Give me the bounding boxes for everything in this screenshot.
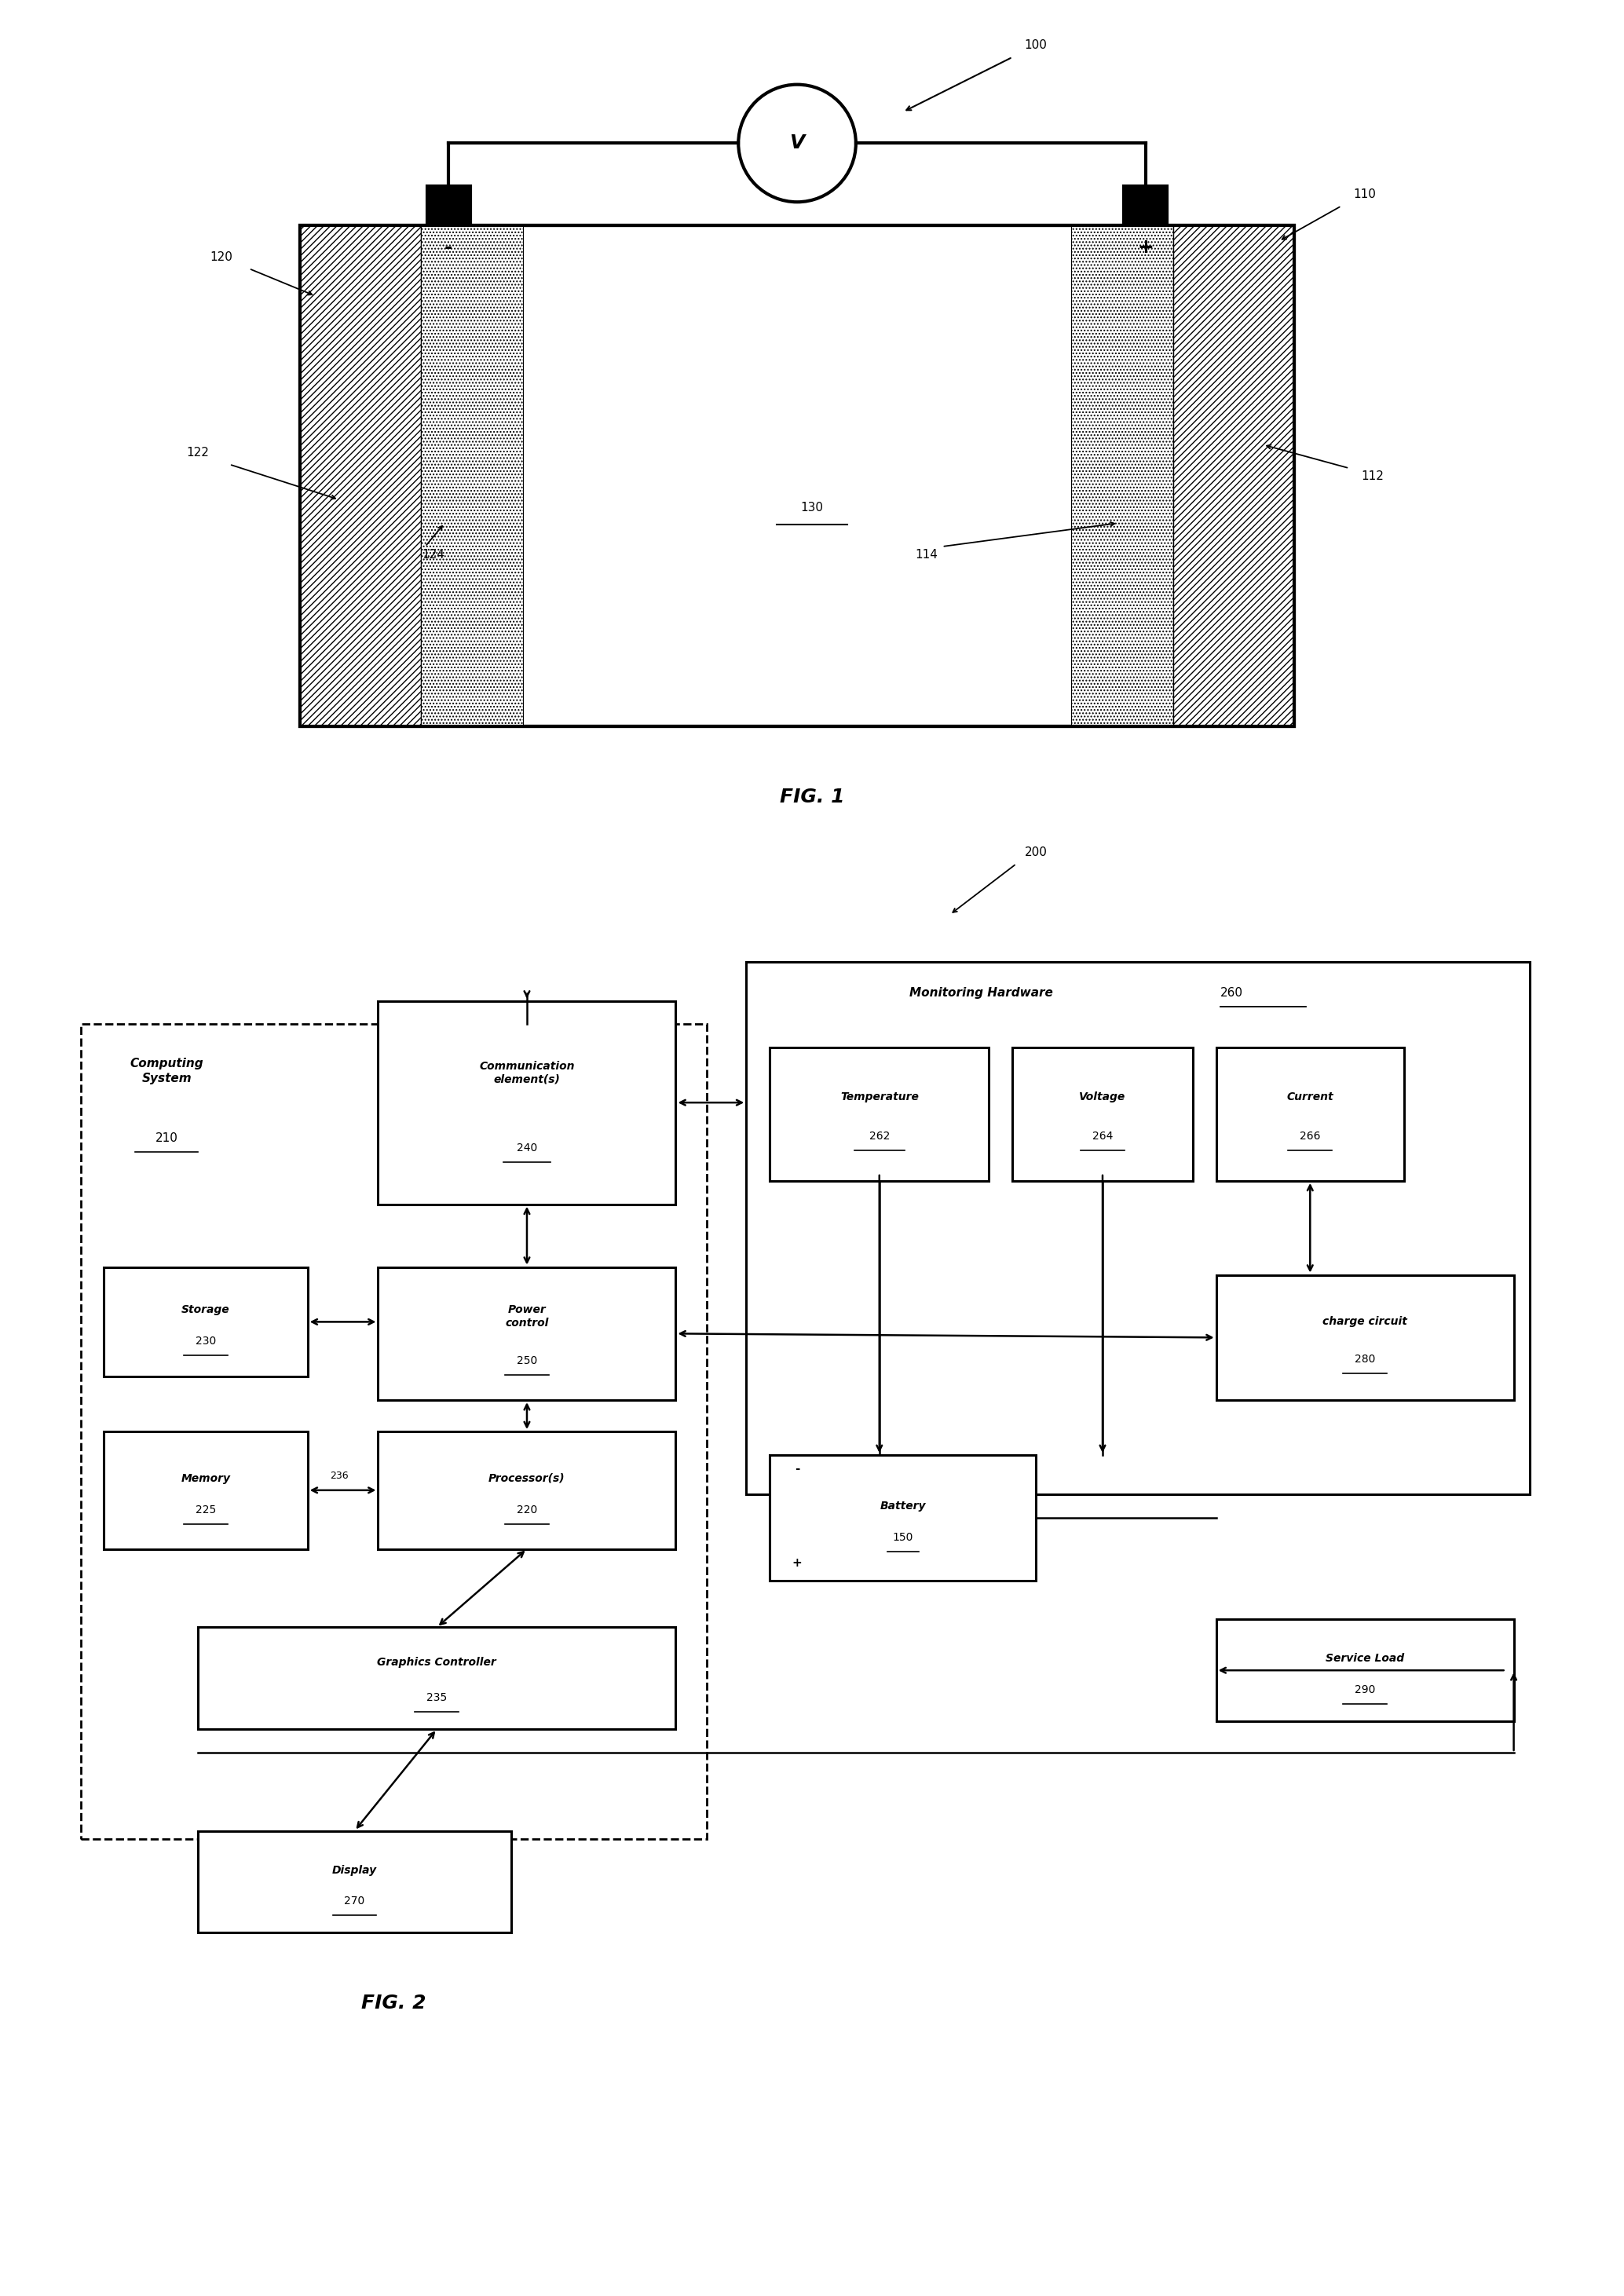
Text: 120: 120 [209,250,232,262]
Text: 260: 260 [1220,987,1242,999]
Text: V: V [789,133,806,154]
FancyBboxPatch shape [378,1430,676,1550]
Text: Temperature: Temperature [840,1091,919,1102]
Text: 130: 130 [801,501,823,514]
FancyBboxPatch shape [198,1628,676,1729]
Text: 124: 124 [422,549,445,560]
FancyBboxPatch shape [770,1047,989,1180]
Bar [300,225,1294,726]
Text: Monitoring Hardware: Monitoring Hardware [909,987,1052,999]
Text: FIG. 2: FIG. 2 [362,1993,425,2014]
FancyBboxPatch shape [427,186,469,225]
Text: -: - [445,239,453,257]
FancyBboxPatch shape [198,1830,512,1933]
Text: +: + [1137,239,1153,257]
Text: Service Load: Service Load [1325,1653,1405,1665]
Bar [1072,225,1173,726]
FancyBboxPatch shape [378,1267,676,1401]
Text: Current: Current [1286,1091,1333,1102]
FancyBboxPatch shape [770,1456,1036,1580]
FancyBboxPatch shape [104,1267,307,1378]
Text: Communication
element(s): Communication element(s) [479,1061,575,1086]
Text: Graphics Controller: Graphics Controller [377,1658,497,1667]
FancyBboxPatch shape [1012,1047,1192,1180]
Text: Display: Display [333,1864,377,1876]
Text: 280: 280 [1354,1355,1376,1364]
FancyBboxPatch shape [1216,1047,1405,1180]
Text: 240: 240 [516,1143,538,1153]
FancyBboxPatch shape [745,962,1530,1495]
Text: 270: 270 [344,1896,365,1908]
Text: 150: 150 [893,1531,913,1543]
Text: 264: 264 [1093,1130,1112,1141]
Text: +: + [793,1557,802,1568]
Text: 112: 112 [1361,471,1384,482]
Text: 122: 122 [187,448,209,459]
Text: 235: 235 [427,1692,447,1704]
Bar [300,225,421,726]
Text: Storage: Storage [182,1304,231,1316]
FancyBboxPatch shape [1216,1619,1514,1722]
Circle shape [739,85,856,202]
Bar [421,225,523,726]
Text: 114: 114 [914,549,937,560]
Text: 290: 290 [1354,1685,1376,1694]
Text: Voltage: Voltage [1080,1091,1125,1102]
Text: Battery: Battery [880,1499,926,1511]
Text: charge circuit: charge circuit [1322,1316,1408,1327]
Text: 236: 236 [330,1472,348,1481]
Text: Processor(s): Processor(s) [489,1474,565,1483]
Text: 220: 220 [516,1504,538,1515]
Bar [81,1024,706,1839]
Text: Power
control: Power control [505,1304,549,1329]
FancyBboxPatch shape [1216,1274,1514,1401]
Text: 262: 262 [869,1130,890,1141]
FancyBboxPatch shape [1124,186,1168,225]
FancyBboxPatch shape [378,1001,676,1205]
Text: 200: 200 [1025,847,1047,859]
Bar [1173,225,1294,726]
FancyBboxPatch shape [104,1430,307,1550]
Text: 230: 230 [195,1336,216,1348]
Text: Computing
System: Computing System [130,1058,203,1084]
Text: 266: 266 [1299,1130,1320,1141]
FancyBboxPatch shape [300,225,1294,726]
Text: 110: 110 [1353,188,1376,200]
Text: 210: 210 [156,1132,179,1143]
Text: Memory: Memory [180,1474,231,1483]
Text: -: - [794,1463,799,1474]
Text: 225: 225 [195,1504,216,1515]
Text: 100: 100 [1025,39,1047,51]
Text: 250: 250 [516,1355,538,1366]
Text: FIG. 1: FIG. 1 [780,788,844,806]
